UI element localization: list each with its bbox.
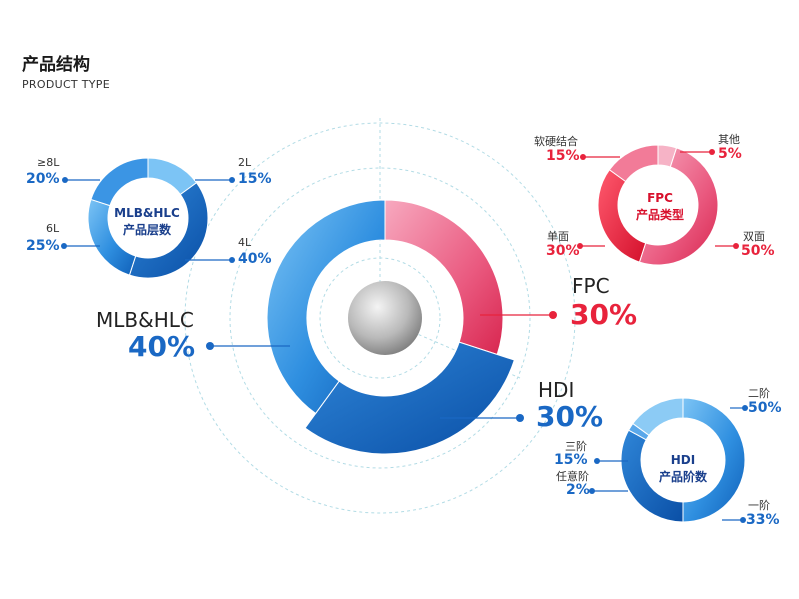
fpc-center-label: FPC 产品类型 (625, 190, 695, 224)
hdi-order2-value: 50% (748, 400, 782, 416)
fpc-single-value: 30% (546, 243, 580, 259)
layer-6l-value: 25% (26, 238, 60, 254)
main-slice-mlb-hlc (266, 199, 386, 415)
hdi-anylayer-name: 任意阶 (556, 470, 589, 483)
layer-8l-name: ≥8L (37, 156, 60, 169)
mlb-hlc-value: 40% (128, 330, 196, 363)
fpc-other-value: 5% (718, 146, 742, 162)
hdi-center-line1: HDI (670, 453, 696, 467)
hdi-name: HDI (538, 378, 575, 402)
hdi-order3-name: 三阶 (565, 440, 587, 453)
mlb-layers-donut (87, 157, 209, 279)
hdi-order3-value: 15% (554, 452, 588, 468)
layer-4l-name: 4L (238, 236, 252, 249)
fpc-double-value: 50% (741, 243, 775, 259)
fpc-name: FPC (572, 274, 610, 298)
fpc-double-name: 双面 (743, 230, 765, 243)
fpc-single-name: 单面 (547, 230, 569, 243)
fpc-slice-double (638, 147, 719, 266)
hdi-center-line2: 产品阶数 (658, 470, 707, 484)
hdi-order1-value: 33% (746, 512, 780, 528)
main-donut (266, 199, 515, 455)
page-subtitle: PRODUCT TYPE (22, 78, 110, 91)
layer-6l-name: 6L (46, 222, 60, 235)
fpc-slice-rigidflex (608, 144, 659, 183)
hdi-order2-name: 二阶 (748, 387, 770, 400)
mlb-center-label: MLB&HLC 产品层数 (112, 205, 182, 239)
hdi-slice-order2 (682, 397, 746, 523)
fpc-center-line2: 产品类型 (635, 208, 684, 222)
mlb-slice-8l (90, 157, 149, 207)
hdi-value: 30% (536, 400, 604, 433)
hdi-slice-order3 (632, 397, 684, 437)
fpc-type-donut (597, 144, 719, 266)
mlb-center-line2: 产品层数 (122, 223, 171, 237)
mlb-center-line1: MLB&HLC (114, 206, 180, 220)
layer-8l-value: 20% (26, 171, 60, 187)
layer-2l-value: 15% (238, 171, 272, 187)
hdi-center-label: HDI 产品阶数 (648, 452, 718, 486)
main-slice-fpc (384, 199, 504, 356)
hdi-order-donut (620, 397, 746, 523)
fpc-rigidflex-name: 软硬结合 (534, 135, 578, 148)
fpc-value: 30% (570, 298, 638, 331)
hdi-order1-name: 一阶 (748, 499, 770, 512)
layer-4l-value: 40% (238, 251, 272, 267)
main-slice-hdi (304, 341, 515, 455)
hub-sphere (348, 281, 422, 355)
page-title: 产品结构 (22, 55, 90, 75)
leader-lines (61, 149, 748, 523)
mlb-hlc-name: MLB&HLC (96, 308, 194, 332)
layer-2l-name: 2L (238, 156, 252, 169)
fpc-center-line1: FPC (647, 191, 673, 205)
fpc-rigidflex-value: 15% (546, 148, 580, 164)
fpc-other-name: 其他 (718, 133, 740, 146)
hdi-anylayer-value: 2% (566, 482, 590, 498)
